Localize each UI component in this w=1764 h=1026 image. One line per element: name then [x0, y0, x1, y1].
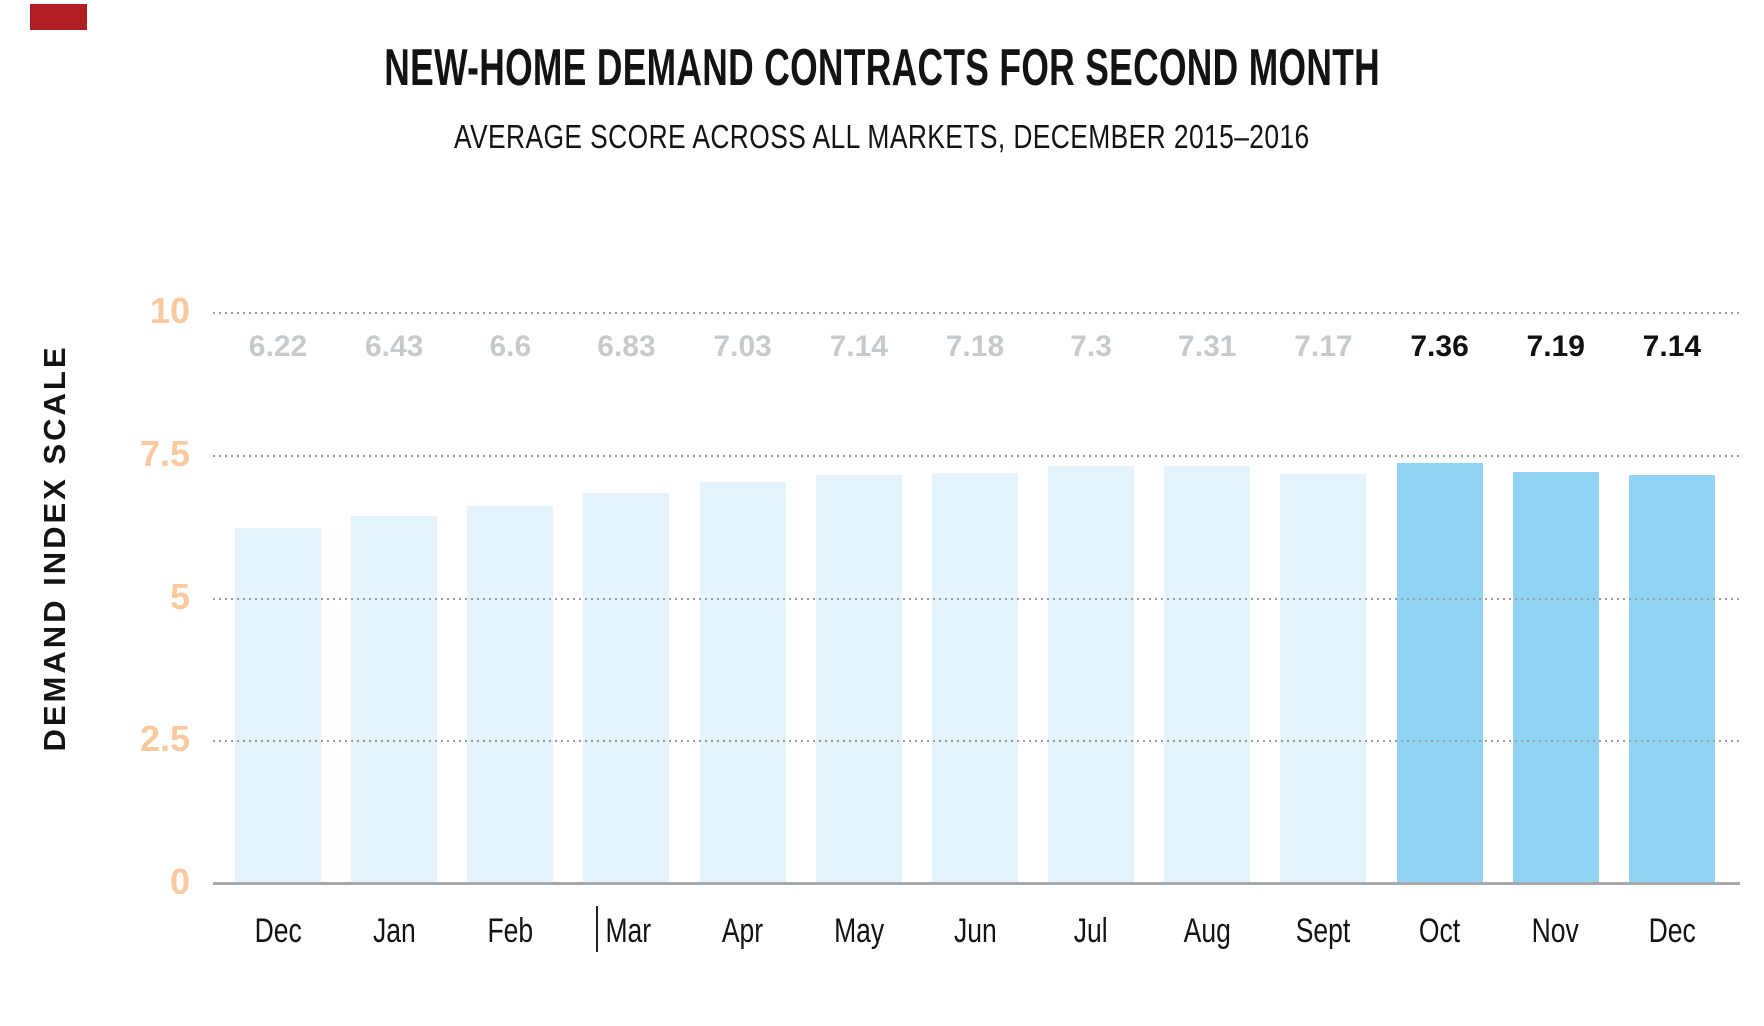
chart-title-text: NEW-HOME DEMAND CONTRACTS FOR SECOND MON… [384, 39, 1380, 97]
x-tick-label: Mar [583, 903, 669, 959]
x-tick-label: Feb [487, 912, 534, 950]
gridline [213, 597, 1740, 600]
value-labels-row: 6.22 6.43 6.6 6.83 7.03 7.14 7.18 7.3 7.31 7.17 7.… [213, 330, 1740, 364]
x-tick-label: Oct [1418, 912, 1461, 950]
bar-value-label: 7.3 [1070, 330, 1112, 363]
x-tick-label: Jan [372, 912, 416, 950]
x-tick-label: Aug [1183, 912, 1231, 950]
y-tick-label: 2.5 [139, 718, 190, 760]
bar-oct-10 [1396, 462, 1483, 883]
bar-value-label: 7.31 [1178, 330, 1237, 363]
bar-may-5 [815, 475, 902, 883]
y-tick-label: 10 [149, 290, 190, 332]
gridline [213, 740, 1740, 743]
bar-value-label: 7.36 [1410, 330, 1469, 363]
bar-jan-1 [351, 515, 438, 883]
bar-cell [235, 312, 321, 883]
bar-cell [1048, 312, 1135, 883]
bar-cell [1512, 312, 1599, 883]
y-axis-ticks: 10 7.5 5 2.5 0 [80, 290, 190, 902]
x-axis-labels-row: Dec Jan Feb Mar Apr May Jun Jul Aug Sept Oct Nov Dec [213, 903, 1740, 959]
bar-value-label: 7.14 [1642, 330, 1702, 363]
bar-value-label: 6.6 [489, 330, 532, 363]
gridline [213, 312, 1740, 314]
bar-feb-2 [467, 506, 554, 883]
plot-area: 6.22 6.43 6.6 6.83 7.03 7.14 7.18 7.3 7.31 7.17 7.… [213, 312, 1740, 952]
chart-subtitle-text: AVERAGE SCORE ACROSS ALL MARKETS, DECEMB… [454, 118, 1310, 155]
x-tick-label: Dec [254, 912, 302, 950]
bar-cell [467, 312, 554, 883]
bar-cell [1164, 312, 1251, 883]
bar-value-label: 6.43 [364, 330, 424, 363]
bar-value-label: 7.03 [713, 330, 772, 363]
bar-cell [1396, 312, 1483, 883]
bar-value-label: 7.19 [1526, 330, 1585, 363]
chart-subtitle: AVERAGE SCORE ACROSS ALL MARKETS, DECEMB… [0, 118, 1764, 156]
bar-sept-9 [1280, 473, 1367, 883]
bar-cell [699, 312, 786, 883]
bar-value-label: 7.18 [945, 330, 1005, 363]
x-tick-label: Jul [1074, 912, 1109, 950]
bar-apr-4 [699, 481, 786, 883]
bar-dec-12 [1628, 475, 1715, 883]
bar-dec-0 [235, 527, 321, 883]
x-axis-line [213, 882, 1740, 885]
bar-jul-7 [1048, 466, 1135, 883]
x-tick-label: Nov [1532, 912, 1580, 950]
x-tick-label: Sept [1296, 912, 1351, 950]
chart-title: NEW-HOME DEMAND CONTRACTS FOR SECOND MON… [0, 38, 1764, 98]
x-tick-label: Dec [1648, 912, 1696, 950]
bar-cell [1280, 312, 1367, 883]
bar-value-label: 6.83 [597, 330, 656, 363]
bar-cell [583, 312, 670, 883]
y-tick-label: 5 [169, 575, 190, 617]
bar-cell [1628, 312, 1715, 883]
x-tick-label: Jun [953, 912, 997, 950]
bar-aug-8 [1164, 465, 1251, 883]
bar-nov-11 [1512, 472, 1599, 883]
bar-cell [931, 312, 1018, 883]
red-marker [30, 4, 87, 30]
y-tick-label: 7.5 [139, 432, 190, 474]
y-axis-title: DEMAND INDEX SCALE [37, 344, 72, 752]
x-tick-label: Apr [721, 912, 764, 950]
bar-jun-6 [931, 473, 1018, 883]
gridline [213, 454, 1740, 457]
y-tick-label: 0 [169, 861, 190, 903]
cursor-artifact [595, 906, 598, 952]
bar-cell [351, 312, 438, 883]
bar-cell [815, 312, 902, 883]
bars-row [213, 312, 1740, 883]
bar-mar-3 [583, 493, 670, 883]
bar-value-label: 6.22 [248, 330, 308, 363]
bar-value-label: 7.17 [1294, 330, 1353, 363]
x-tick-label: May [833, 912, 884, 950]
bar-value-label: 7.14 [829, 330, 888, 363]
